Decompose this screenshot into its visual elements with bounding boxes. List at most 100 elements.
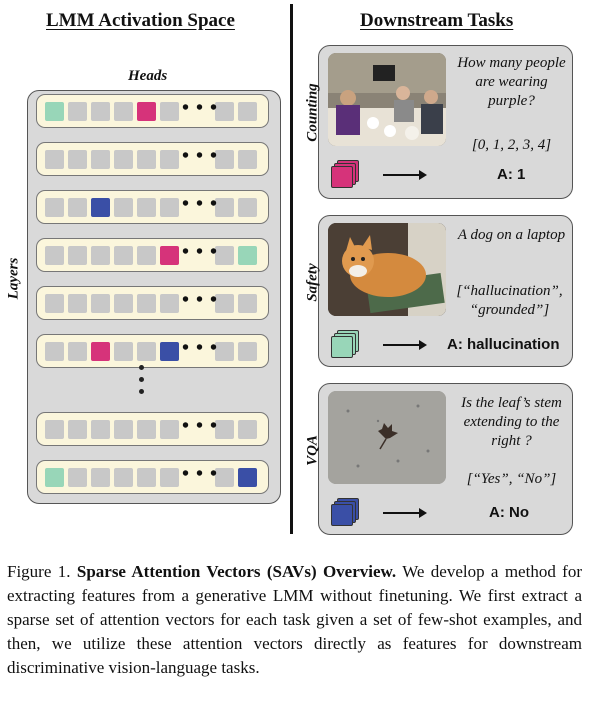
layer-row: • • •: [36, 334, 269, 368]
head-cell: [215, 198, 234, 217]
safety-photo: [328, 223, 446, 316]
layer-row: • • •: [36, 190, 269, 224]
head-cell: [215, 102, 234, 121]
counting-question: How many people are wearing purple?: [457, 55, 566, 109]
head-cell: [215, 150, 234, 169]
vqa-options: [“Yes”, “No”]: [466, 471, 557, 487]
layer-row: • • •: [36, 286, 269, 320]
caption-prefix: Figure 1.: [7, 562, 71, 581]
head-cell: [68, 468, 87, 487]
head-cell: [91, 246, 110, 265]
counting-arrow-icon: [383, 170, 427, 180]
safety-question: A dog on a laptop: [457, 227, 566, 243]
head-cell: [160, 102, 179, 121]
layer-row: • • •: [36, 238, 269, 272]
head-cell: [114, 198, 133, 217]
head-cell: [45, 468, 64, 487]
head-cell: [45, 342, 64, 361]
head-cell: [114, 420, 133, 439]
caption-title: Sparse Attention Vectors (SAVs) Overview…: [76, 562, 397, 581]
head-cell: [68, 150, 87, 169]
head-cell: [238, 294, 257, 313]
head-cell: [137, 246, 156, 265]
head-cell: [114, 468, 133, 487]
head-cell: [238, 198, 257, 217]
head-cell: [68, 420, 87, 439]
head-cell: [137, 420, 156, 439]
head-cell: [91, 294, 110, 313]
right-heading: Downstream Tasks: [360, 10, 514, 31]
head-cell: [45, 102, 64, 121]
head-cell: [160, 198, 179, 217]
head-cell: [68, 294, 87, 313]
heads-ellipsis: • • •: [182, 415, 219, 437]
layer-row: • • •: [36, 142, 269, 176]
head-cell: [137, 102, 156, 121]
vertical-ellipsis: [139, 365, 145, 401]
vertical-divider: [290, 4, 293, 534]
head-cell: [91, 468, 110, 487]
head-cell: [238, 420, 257, 439]
head-cell: [68, 342, 87, 361]
head-cell: [114, 150, 133, 169]
head-cell: [68, 198, 87, 217]
layer-row: • • •: [36, 412, 269, 446]
head-cell: [45, 420, 64, 439]
head-cell: [238, 342, 257, 361]
head-cell: [91, 102, 110, 121]
head-cell: [114, 246, 133, 265]
head-cell: [137, 150, 156, 169]
head-cell: [160, 246, 179, 265]
layers-label: Layers: [5, 257, 22, 300]
head-cell: [238, 246, 257, 265]
head-cell: [114, 102, 133, 121]
vqa-arrow-icon: [383, 508, 427, 518]
vqa-photo: [328, 391, 446, 484]
head-cell: [114, 294, 133, 313]
counting-photo: [328, 53, 446, 146]
counting-vector-stack-icon: [331, 160, 361, 188]
head-cell: [160, 294, 179, 313]
task-card-counting: Counting How many people are wearing pur…: [305, 45, 573, 199]
layer-row: • • •: [36, 460, 269, 494]
task-card-vqa: VQA Is the leaf’s stem extending to the …: [305, 383, 573, 535]
heads-ellipsis: • • •: [182, 97, 219, 119]
head-cell: [114, 342, 133, 361]
head-cell: [91, 150, 110, 169]
head-cell: [91, 420, 110, 439]
safety-vector-stack-icon: [331, 330, 361, 358]
heads-ellipsis: • • •: [182, 337, 219, 359]
head-cell: [91, 198, 110, 217]
vqa-answer: A: No: [489, 504, 529, 521]
caption-body: We develop a method for extracting featu…: [7, 562, 582, 677]
heads-label: Heads: [128, 68, 168, 84]
head-cell: [160, 420, 179, 439]
head-cell: [137, 468, 156, 487]
head-cell: [160, 342, 179, 361]
head-cell: [137, 342, 156, 361]
heads-ellipsis: • • •: [182, 241, 219, 263]
head-cell: [215, 420, 234, 439]
counting-answer: A: 1: [497, 166, 526, 183]
head-cell: [137, 198, 156, 217]
head-cell: [137, 294, 156, 313]
head-cell: [215, 246, 234, 265]
task-label-safety: Safety: [304, 263, 321, 302]
task-label-counting: Counting: [304, 83, 321, 142]
head-cell: [160, 468, 179, 487]
left-heading: LMM Activation Space: [46, 10, 235, 31]
heads-ellipsis: • • •: [182, 145, 219, 167]
heads-ellipsis: • • •: [182, 193, 219, 215]
vqa-question: Is the leaf’s stem extending to the righ…: [461, 395, 562, 449]
head-cell: [160, 150, 179, 169]
head-cell: [91, 342, 110, 361]
safety-arrow-icon: [383, 340, 427, 350]
head-cell: [238, 102, 257, 121]
head-cell: [45, 150, 64, 169]
head-cell: [45, 294, 64, 313]
task-card-safety: Safety A dog on a laptop [“hallucination…: [305, 215, 573, 367]
counting-options: [0, 1, 2, 3, 4]: [471, 137, 552, 153]
head-cell: [238, 150, 257, 169]
safety-options: [“hallucination”, “grounded”]: [456, 283, 563, 318]
vqa-vector-stack-icon: [331, 498, 361, 526]
